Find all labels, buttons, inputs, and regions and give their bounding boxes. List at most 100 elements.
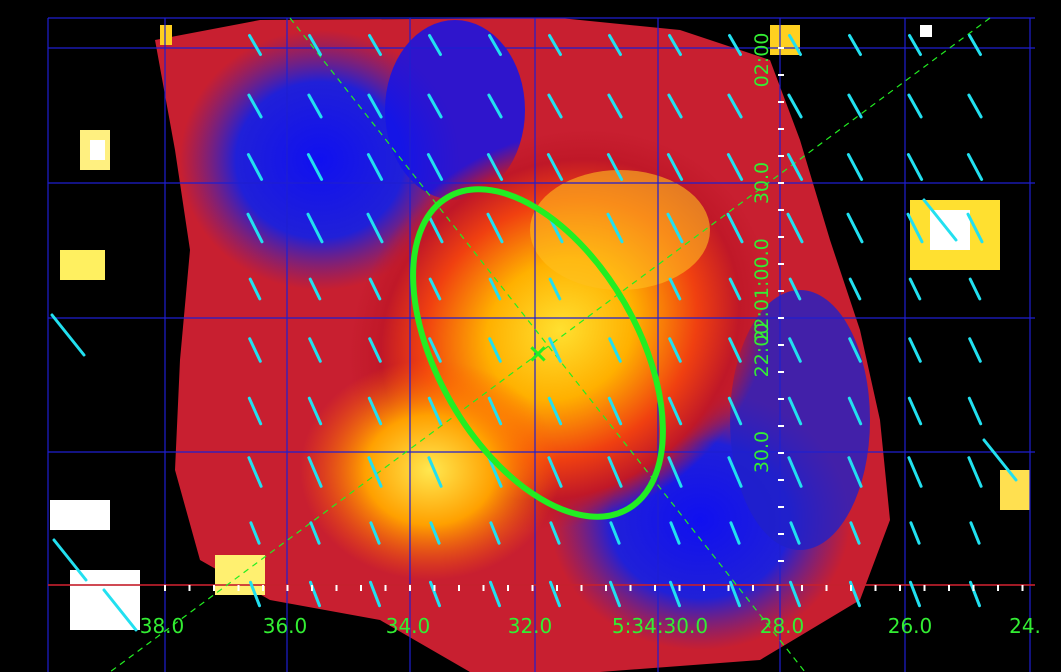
polarization-vector (247, 456, 263, 488)
polarization-vector (368, 337, 382, 363)
polarization-vector (549, 580, 561, 608)
polarization-vector (909, 580, 921, 608)
polarization-vector (546, 153, 564, 181)
polarization-vector (427, 396, 443, 426)
polarization-vector (967, 396, 983, 426)
polarization-vector (248, 337, 262, 363)
polarization-vector (908, 34, 922, 56)
polarization-vector (786, 212, 804, 244)
polarization-vector (486, 212, 504, 244)
polarization-vector (848, 34, 862, 56)
polarization-vector (367, 456, 383, 488)
polarization-vector (428, 277, 442, 301)
polarization-vector (488, 337, 502, 363)
ra-label: 5:34:30.0 (612, 614, 708, 638)
polarization-vector (50, 313, 86, 357)
major-axis-line (289, 17, 806, 672)
polarization-vector (249, 521, 261, 545)
fitted-ellipse[interactable] (361, 147, 714, 559)
dec-label: 22:00 (751, 323, 773, 378)
polarization-vector (608, 34, 622, 56)
polarization-vector (549, 521, 561, 545)
polarization-vector (969, 580, 981, 608)
polarization-vector (967, 93, 983, 119)
polarization-vector (726, 212, 744, 244)
polarization-vector (847, 93, 863, 119)
polarization-vector (608, 337, 622, 363)
polarization-vector (427, 456, 443, 488)
polarization-vector (487, 456, 503, 488)
polarization-vector (666, 212, 684, 244)
center-cross-marker[interactable]: × (527, 339, 549, 369)
minor-axis-line (109, 17, 991, 672)
polarization-vector (306, 212, 324, 244)
polarization-vector (369, 580, 381, 608)
polarization-vector (486, 153, 504, 181)
emission-southern-knot (300, 360, 560, 580)
polarization-vector (247, 396, 263, 426)
polarization-vector (668, 337, 682, 363)
polarization-vector (906, 153, 924, 181)
polarization-vector (247, 93, 263, 119)
polarization-vector (788, 277, 802, 301)
polarization-vector (52, 538, 88, 582)
polarization-vector (307, 93, 323, 119)
ra-label: 38.0 (140, 614, 185, 638)
dec-label: 22:01:00.0 (751, 238, 773, 341)
polarization-vector (487, 396, 503, 426)
polarization-vector (246, 212, 264, 244)
polarization-vector (668, 34, 682, 56)
polarization-vector (426, 153, 444, 181)
polarization-vector (848, 337, 862, 363)
polarization-vector (728, 277, 742, 301)
polarization-vector (667, 396, 683, 426)
polarization-vector (606, 153, 624, 181)
polarization-vector (308, 34, 322, 56)
polarization-vector (606, 212, 624, 244)
polarization-vector (846, 153, 864, 181)
polarization-vector (366, 153, 384, 181)
polarization-vector (969, 521, 981, 545)
polarization-vector (246, 153, 264, 181)
polarization-vector (488, 277, 502, 301)
polarization-vector (907, 396, 923, 426)
polarization-vector (368, 277, 382, 301)
polarization-vector (102, 588, 138, 632)
polarization-vector (547, 93, 563, 119)
polarization-vector (727, 456, 743, 488)
polarization-vector (788, 337, 802, 363)
polarization-vector (309, 521, 321, 545)
polarization-vector (429, 521, 441, 545)
polarization-vector (846, 212, 864, 244)
polarization-vector (669, 521, 681, 545)
polarization-vector (428, 337, 442, 363)
polarization-vector (548, 277, 562, 301)
polarization-vector (248, 34, 262, 56)
polarization-vector (248, 277, 262, 301)
polarization-vector (367, 93, 383, 119)
polarization-vector (249, 580, 261, 608)
polarization-vector (306, 153, 324, 181)
polarization-vector (607, 396, 623, 426)
polarization-vector (669, 580, 681, 608)
polarization-vector (727, 396, 743, 426)
polarization-vector (727, 93, 743, 119)
polarization-vector (787, 456, 803, 488)
polarization-vector (982, 438, 1018, 482)
polarization-vector (726, 153, 744, 181)
polarization-vector (547, 456, 563, 488)
polarization-vector (668, 277, 682, 301)
polarization-vector (429, 580, 441, 608)
polarization-vector (607, 93, 623, 119)
ra-label: 26.0 (888, 614, 933, 638)
polarization-vector (908, 277, 922, 301)
dec-axis-labels: 02:00 30.0 22:01:00.0 22:00 30.0 (751, 33, 773, 474)
polarization-vector (607, 456, 623, 488)
polarization-vector (968, 34, 982, 56)
polarization-vector (906, 212, 924, 244)
polarization-vector (907, 456, 923, 488)
polarization-vector (307, 396, 323, 426)
polarization-vector (366, 212, 384, 244)
polarization-vector (789, 521, 801, 545)
